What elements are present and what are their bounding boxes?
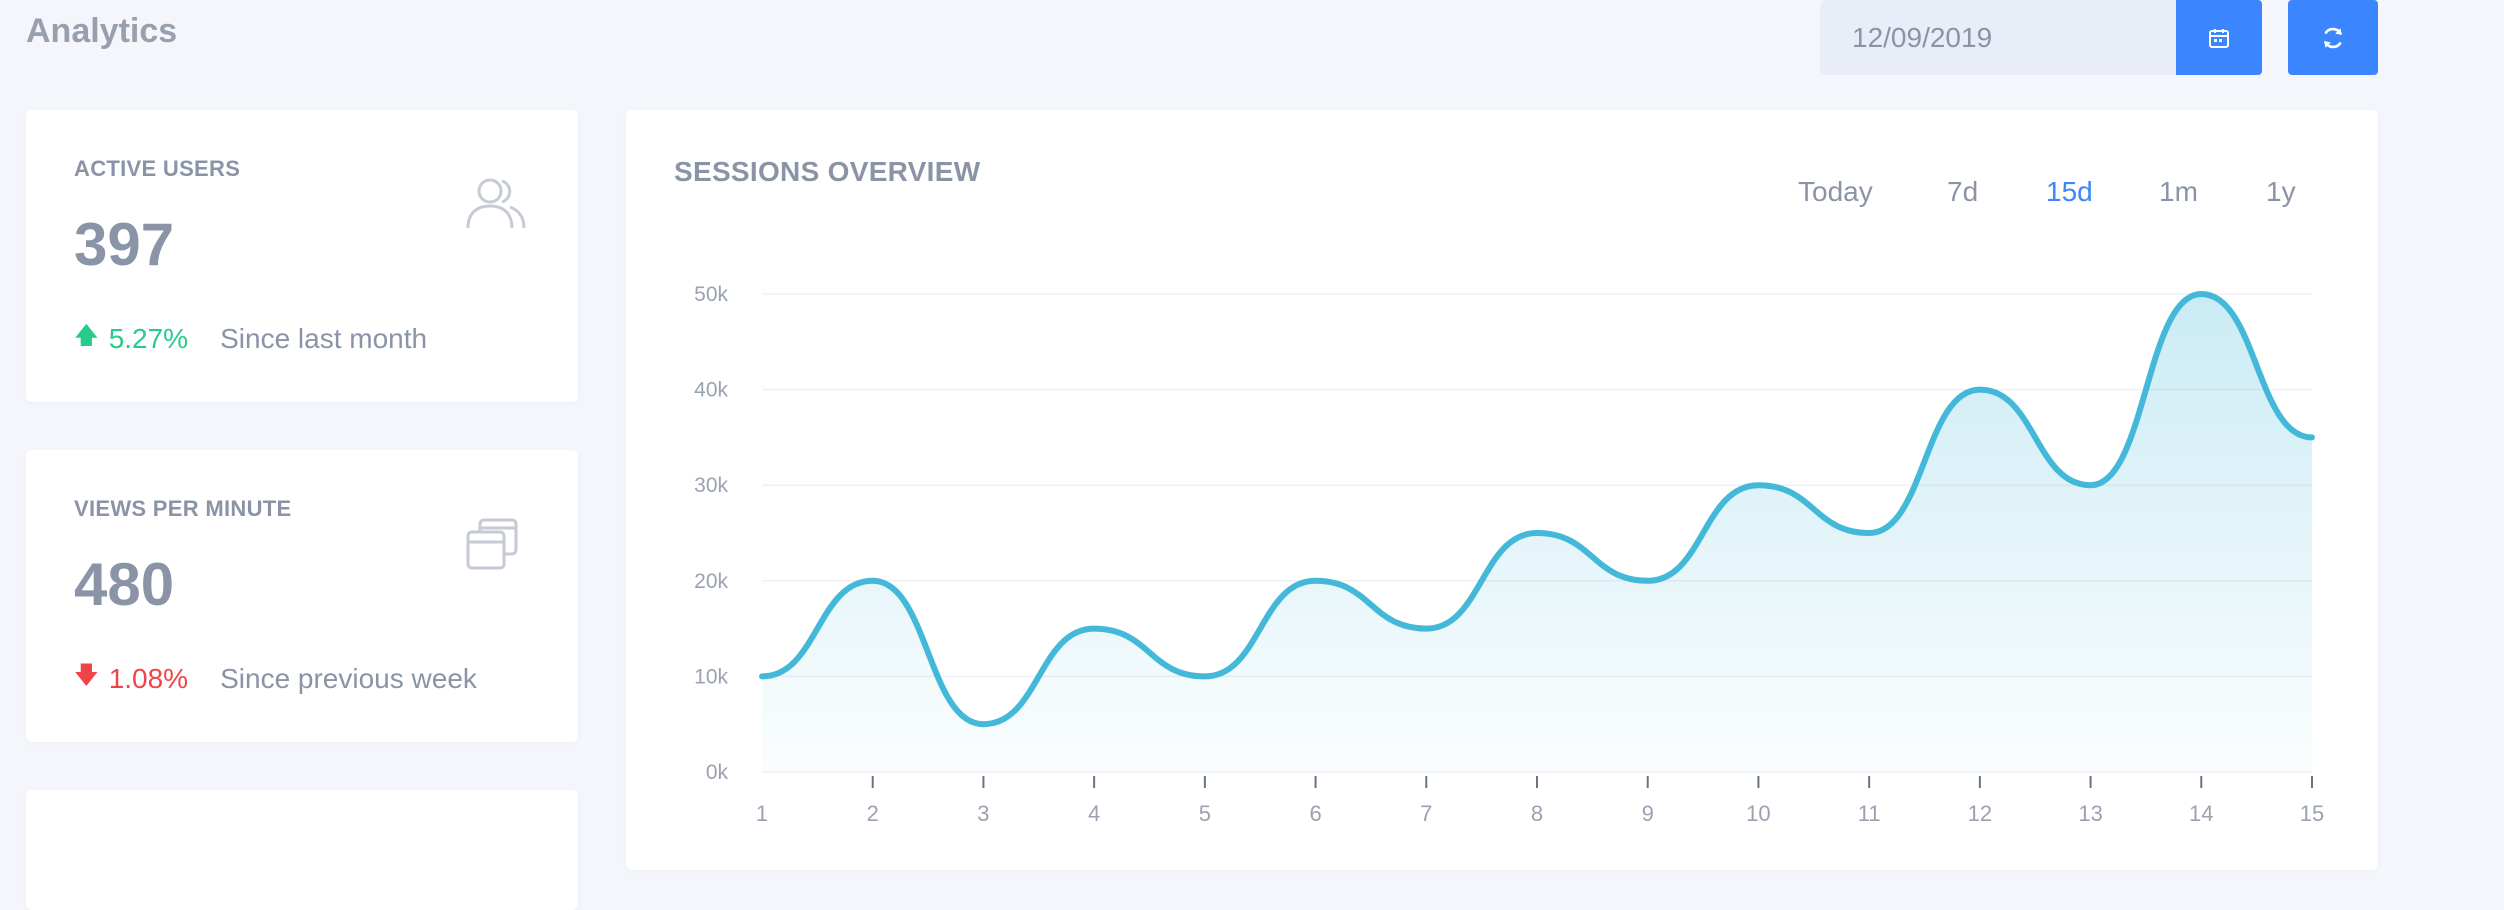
y-tick-label: 40k — [694, 379, 728, 402]
y-tick-label: 20k — [694, 570, 728, 593]
tab-15d[interactable]: 15d — [2046, 176, 2093, 207]
x-tick-label: 15 — [2300, 801, 2324, 826]
x-tick-label: 7 — [1420, 801, 1432, 826]
arrow-up-icon: 🡅 — [74, 322, 99, 349]
users-icon — [466, 178, 526, 229]
calendar-icon — [2209, 28, 2229, 48]
y-tick-label: 50k — [694, 283, 728, 306]
data-point[interactable] — [1866, 530, 1872, 536]
data-point[interactable] — [2198, 291, 2204, 297]
date-picker — [1820, 0, 2262, 75]
x-tick-label: 1 — [756, 801, 768, 826]
data-point[interactable] — [1534, 530, 1540, 536]
refresh-icon — [2324, 27, 2342, 48]
data-point[interactable] — [759, 673, 765, 679]
stat-change-label: Since previous week — [220, 662, 477, 694]
tab-1y[interactable]: 1y — [2266, 176, 2296, 207]
x-tick-label: 14 — [2189, 801, 2213, 826]
data-point[interactable] — [870, 578, 876, 584]
data-point[interactable] — [1977, 387, 1983, 393]
stat-change-label: Since last month — [220, 322, 428, 354]
arrow-down-icon: 🡇 — [74, 662, 99, 689]
stat-change-percent: 5.27% — [108, 322, 189, 354]
x-tick-label: 8 — [1531, 801, 1543, 826]
date-input[interactable] — [1820, 0, 2176, 75]
x-tick-label: 3 — [977, 801, 989, 826]
data-point[interactable] — [1202, 673, 1208, 679]
x-tick-label: 2 — [867, 801, 879, 826]
x-tick-label: 12 — [1968, 801, 1992, 826]
x-tick-label: 9 — [1642, 801, 1654, 826]
data-point[interactable] — [1313, 578, 1319, 584]
data-point[interactable] — [2088, 482, 2094, 488]
stat-value: 397 — [74, 211, 175, 278]
x-tick-label: 11 — [1858, 801, 1881, 826]
stat-change: 🡅 5.27% Since last month — [74, 318, 427, 359]
stat-title: ACTIVE USERS — [74, 156, 241, 181]
x-tick-label: 6 — [1309, 801, 1321, 826]
tab-7d[interactable]: 7d — [1947, 176, 1979, 207]
stat-value: 480 — [74, 551, 175, 618]
data-point[interactable] — [1423, 626, 1429, 632]
y-tick-label: 30k — [694, 474, 728, 497]
views-per-minute-card: VIEWS PER MINUTE 480 🡇 1.08% Since previ… — [26, 450, 578, 742]
y-tick-label: 10k — [694, 665, 728, 688]
sessions-overview-card: SESSIONS OVERVIEW Today 7d 15d 1m 1y 0k 1… — [626, 110, 2378, 870]
tab-1m[interactable]: 1m — [2159, 176, 2198, 207]
refresh-button[interactable] — [2288, 0, 2378, 75]
stat-card — [26, 790, 578, 910]
data-point[interactable] — [2309, 434, 2315, 440]
windows-icon — [466, 518, 518, 570]
tab-today[interactable]: Today — [1798, 176, 1873, 207]
stat-change-percent: 1.08% — [108, 662, 189, 694]
calendar-button[interactable] — [2176, 0, 2262, 75]
stat-title: VIEWS PER MINUTE — [74, 496, 292, 521]
data-point[interactable] — [1645, 578, 1651, 584]
data-point[interactable] — [980, 721, 986, 727]
page-title: Analytics — [26, 12, 178, 50]
stat-change: 🡇 1.08% Since previous week — [74, 658, 477, 699]
x-tick-label: 4 — [1088, 801, 1100, 826]
active-users-card: ACTIVE USERS 397 🡅 5.27% Since last mont… — [26, 110, 578, 402]
x-tick-label: 13 — [2078, 801, 2102, 826]
x-tick-label: 5 — [1199, 801, 1211, 826]
y-tick-label: 0k — [706, 761, 729, 784]
data-point[interactable] — [1755, 482, 1761, 488]
chart-title: SESSIONS OVERVIEW — [674, 156, 981, 187]
data-point[interactable] — [1091, 626, 1097, 632]
x-tick-label: 10 — [1746, 801, 1770, 826]
sessions-line — [759, 290, 2315, 728]
